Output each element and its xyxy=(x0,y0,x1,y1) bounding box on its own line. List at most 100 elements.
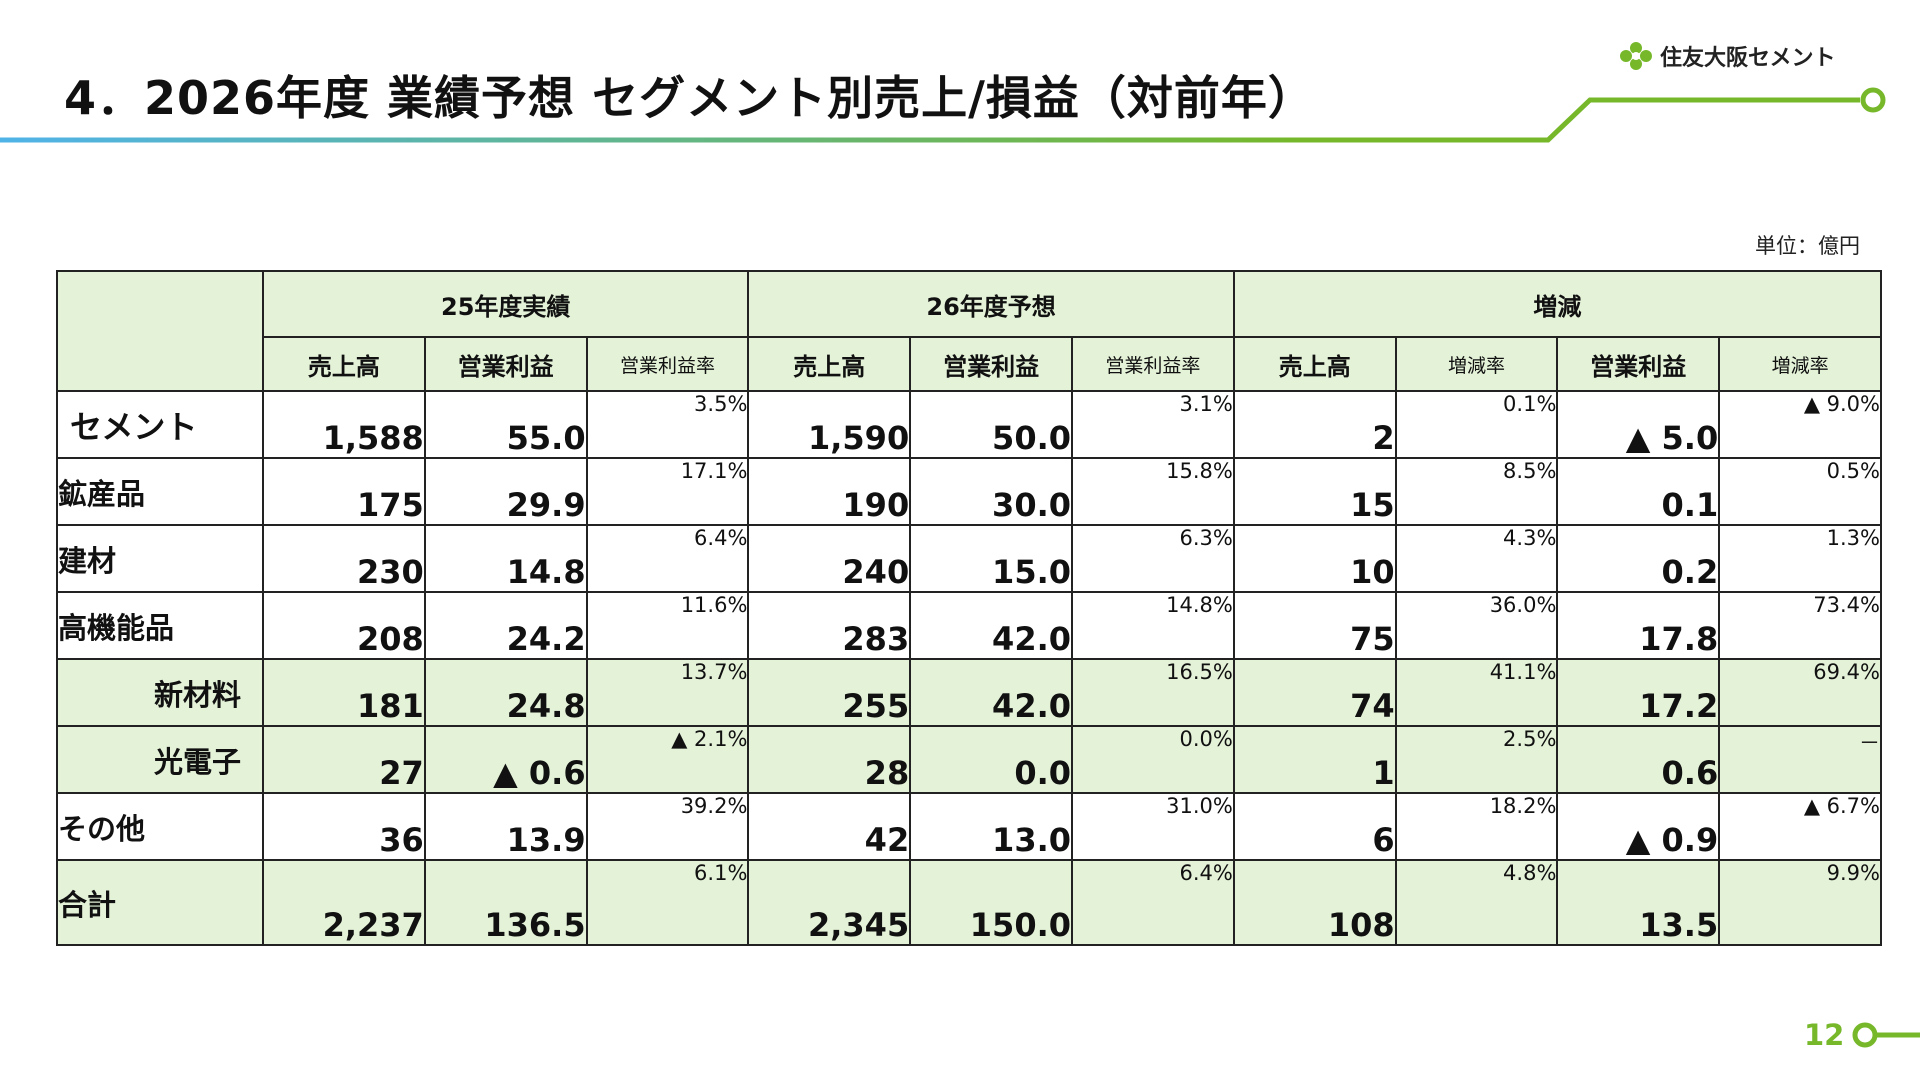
cell: 1,588 xyxy=(262,390,426,459)
col-header: 営業利益 xyxy=(909,336,1073,392)
cell: 42.0 xyxy=(909,591,1073,660)
cell: 17.2 xyxy=(1556,658,1721,727)
group-header: 26年度予想 xyxy=(747,270,1235,338)
col-header: 売上高 xyxy=(1232,336,1397,392)
cell: 28 xyxy=(747,725,912,794)
header-corner xyxy=(56,270,264,392)
group-header: 増減 xyxy=(1232,270,1883,338)
cell: 0.0% xyxy=(1071,725,1235,794)
cell: 73.4% xyxy=(1718,591,1882,660)
cell: 1,590 xyxy=(747,390,912,459)
cell: 150.0 xyxy=(909,859,1073,946)
segment-name: 新材料 xyxy=(56,658,264,727)
table-row: 高機能品 208 24.2 11.6% 283 42.0 14.8% 75 36… xyxy=(56,591,1882,660)
cell: 4.8% xyxy=(1394,859,1559,946)
cell: 255 xyxy=(747,658,912,727)
cell: 2.5% xyxy=(1394,725,1559,794)
table-row: その他 36 13.9 39.2% 42 13.0 31.0% 6 18.2% … xyxy=(56,792,1882,861)
cell: 31.0% xyxy=(1071,792,1235,861)
col-header: 営業利益 xyxy=(1556,336,1721,392)
cell: 175 xyxy=(262,457,426,526)
cell: 0.0 xyxy=(909,725,1073,794)
cell: 24.8 xyxy=(423,658,588,727)
cell: 0.5% xyxy=(1718,457,1882,526)
table-row: 鉱産品 175 29.9 17.1% 190 30.0 15.8% 15 8.5… xyxy=(56,457,1882,526)
cell: 0.2 xyxy=(1556,524,1721,593)
cell: 3.1% xyxy=(1071,390,1235,459)
cell: ▲ 5.0 xyxy=(1556,390,1721,459)
cell: 6.1% xyxy=(585,859,750,946)
cell: 39.2% xyxy=(585,792,750,861)
cell: 13.5 xyxy=(1556,859,1721,946)
cell: 13.9 xyxy=(423,792,588,861)
cell: 29.9 xyxy=(423,457,588,526)
col-header: 営業利益 xyxy=(423,336,588,392)
col-header: 増減率 xyxy=(1394,336,1559,392)
cell: 15.8% xyxy=(1071,457,1235,526)
cell: 13.0 xyxy=(909,792,1073,861)
logo-text: 住友大阪セメント xyxy=(1660,46,1836,71)
cell: 17.1% xyxy=(585,457,750,526)
header-divider-line xyxy=(0,87,1886,143)
cell: 208 xyxy=(262,591,426,660)
col-header: 営業利益率 xyxy=(585,336,750,392)
cell: 108 xyxy=(1232,859,1397,946)
segment-name: 建材 xyxy=(56,524,264,593)
cell: 6.4% xyxy=(1071,859,1235,946)
table-row: 光電子 27 ▲ 0.6 ▲ 2.1% 28 0.0 0.0% 1 2.5% 0… xyxy=(56,725,1882,794)
cell: 14.8 xyxy=(423,524,588,593)
cell: 74 xyxy=(1232,658,1397,727)
cell: 36.0% xyxy=(1394,591,1559,660)
cell: 50.0 xyxy=(909,390,1073,459)
cell: 42 xyxy=(747,792,912,861)
col-header: 営業利益率 xyxy=(1071,336,1235,392)
cell: 36 xyxy=(262,792,426,861)
company-logo: 住友大阪セメント xyxy=(1618,40,1836,72)
cell: ▲ 0.6 xyxy=(423,725,588,794)
table-row-total: 合計 2,237 136.5 6.1% 2,345 150.0 6.4% 108… xyxy=(56,859,1882,946)
group-header: 25年度実績 xyxy=(261,270,750,338)
cell: ▲ 0.9 xyxy=(1556,792,1721,861)
cell: 136.5 xyxy=(423,859,588,946)
table-row: 建材 230 14.8 6.4% 240 15.0 6.3% 10 4.3% 0… xyxy=(56,524,1882,593)
page-number: 12 xyxy=(1804,1018,1845,1052)
cell: 240 xyxy=(747,524,912,593)
cell: ▲ 9.0% xyxy=(1718,390,1882,459)
cell: 4.3% xyxy=(1394,524,1559,593)
col-header: 売上高 xyxy=(262,336,426,392)
cell: 1 xyxy=(1232,725,1397,794)
cell: 283 xyxy=(747,591,912,660)
cell: 0.1 xyxy=(1556,457,1721,526)
segment-name: 高機能品 xyxy=(56,591,264,660)
cell: 17.8 xyxy=(1556,591,1721,660)
cell: 11.6% xyxy=(585,591,750,660)
cell: 181 xyxy=(262,658,426,727)
unit-label: 単位：億円 xyxy=(1755,234,1860,258)
cell: 30.0 xyxy=(909,457,1073,526)
cell: 2,345 xyxy=(747,859,912,946)
cell: 24.2 xyxy=(423,591,588,660)
cell: 6.3% xyxy=(1071,524,1235,593)
cell: 2 xyxy=(1232,390,1397,459)
cell: 15 xyxy=(1232,457,1397,526)
logo-flower-icon xyxy=(1620,42,1652,70)
table-row: 新材料 181 24.8 13.7% 255 42.0 16.5% 74 41.… xyxy=(56,658,1882,727)
cell: 14.8% xyxy=(1071,591,1235,660)
cell: 55.0 xyxy=(423,390,588,459)
segment-name: セメント xyxy=(56,390,264,459)
cell: 1.3% xyxy=(1718,524,1882,593)
cell: 0.6 xyxy=(1556,725,1721,794)
cell: 0.1% xyxy=(1394,390,1559,459)
cell: 18.2% xyxy=(1394,792,1559,861)
segment-name: その他 xyxy=(56,792,264,861)
cell: ▲ 6.7% xyxy=(1718,792,1882,861)
table-row: セメント 1,588 55.0 3.5% 1,590 50.0 3.1% 2 0… xyxy=(56,390,1882,459)
cell: 190 xyxy=(747,457,912,526)
cell: 8.5% xyxy=(1394,457,1559,526)
cell: 230 xyxy=(262,524,426,593)
page-title: 4．2026年度 業績予想 セグメント別売上/損益（対前年） xyxy=(64,71,1315,125)
cell: 27 xyxy=(262,725,426,794)
cell: 6 xyxy=(1232,792,1397,861)
cell: 75 xyxy=(1232,591,1397,660)
segment-name: 鉱産品 xyxy=(56,457,264,526)
